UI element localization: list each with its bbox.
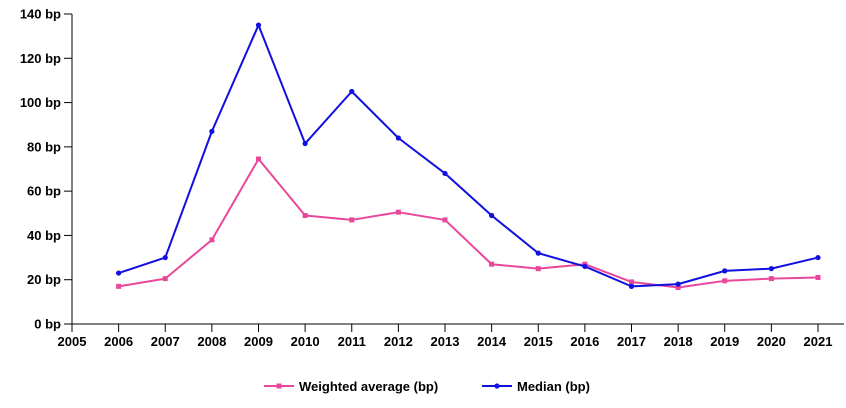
x-tick-label: 2021: [804, 334, 833, 349]
data-point: [535, 266, 541, 272]
data-point: [442, 170, 448, 177]
series-layer: [116, 22, 821, 290]
x-tick-label: 2019: [710, 334, 739, 349]
data-point: [815, 275, 821, 280]
x-tick-label: 2010: [291, 334, 320, 349]
y-tick-label: 100 bp: [20, 95, 61, 110]
data-point: [489, 212, 495, 219]
data-point: [395, 135, 401, 141]
legend-marker: [276, 383, 282, 389]
series-line: [118, 24, 819, 288]
data-point: [489, 261, 495, 267]
series-0: [116, 156, 821, 290]
y-tick-label: 80 bp: [27, 139, 61, 154]
data-point: [722, 268, 728, 274]
legend-item: Weighted average (bp): [264, 379, 438, 394]
x-tick-label: 2007: [151, 334, 180, 349]
data-point: [209, 128, 215, 134]
y-tick-label: 140 bp: [20, 7, 61, 22]
data-point: [116, 283, 122, 289]
data-point: [162, 254, 168, 261]
x-tick-label: 2009: [244, 334, 273, 349]
legend-label: Median (bp): [517, 379, 590, 394]
data-point: [768, 276, 774, 282]
data-point: [535, 250, 541, 256]
data-point: [722, 278, 728, 284]
y-tick-label: 120 bp: [20, 51, 61, 66]
legend-label: Weighted average (bp): [299, 379, 438, 394]
x-tick-label: 2013: [431, 334, 460, 349]
data-point: [256, 156, 261, 162]
data-point: [628, 283, 635, 289]
legend-marker: [494, 383, 500, 389]
data-point: [255, 22, 262, 28]
data-point: [395, 209, 401, 215]
legend: Weighted average (bp) Median (bp): [264, 379, 590, 394]
data-point: [302, 213, 308, 218]
data-point: [209, 237, 215, 243]
x-tick-label: 2006: [104, 334, 133, 349]
x-tick-label: 2008: [197, 334, 226, 349]
x-tick-label: 2012: [384, 334, 413, 349]
data-point: [675, 281, 681, 287]
y-tick-label: 20 bp: [27, 272, 61, 287]
y-tick-label: 40 bp: [27, 228, 61, 243]
y-tick-label: 60 bp: [27, 184, 61, 199]
data-point: [629, 279, 634, 285]
x-tick-label: 2015: [524, 334, 553, 349]
data-point: [302, 140, 308, 147]
x-tick-label: 2017: [617, 334, 646, 349]
data-point: [815, 254, 821, 261]
x-tick-label: 2018: [664, 334, 693, 349]
data-point: [349, 217, 355, 223]
data-point: [768, 266, 774, 272]
x-tick-label: 2011: [338, 334, 366, 349]
legend-item: Median (bp): [482, 379, 590, 394]
x-tick-label: 2016: [570, 334, 599, 349]
data-point: [116, 270, 122, 276]
x-tick-label: 2020: [757, 334, 786, 349]
data-point: [442, 217, 448, 223]
axes: 0 bp 20 bp 40 bp 60 bp 80 bp 100 bp 120 bp 140 …: [20, 7, 844, 349]
y-tick-label: 0 bp: [34, 317, 61, 332]
series-line: [118, 158, 819, 289]
x-tick-label: 2005: [58, 334, 87, 349]
data-point: [582, 263, 588, 270]
data-point: [162, 276, 168, 282]
series-1: [116, 22, 821, 289]
data-point: [349, 88, 355, 95]
data-point: [675, 284, 681, 290]
x-tick-label: 2014: [477, 334, 507, 349]
